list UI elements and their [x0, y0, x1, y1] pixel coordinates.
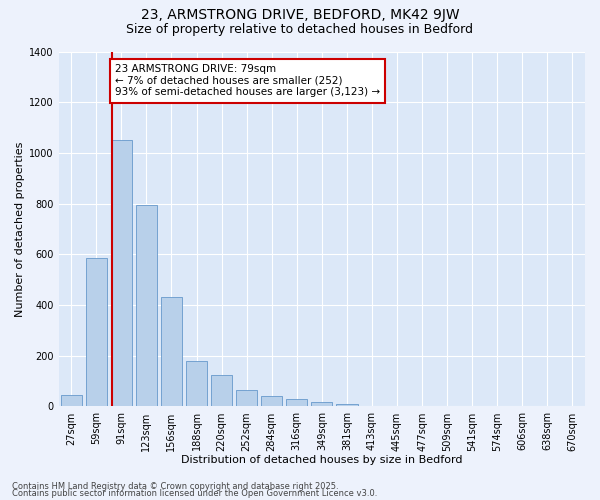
Text: Contains HM Land Registry data © Crown copyright and database right 2025.: Contains HM Land Registry data © Crown c…	[12, 482, 338, 491]
Bar	[211, 375, 232, 406]
Text: Size of property relative to detached houses in Bedford: Size of property relative to detached ho…	[127, 22, 473, 36]
Bar	[61, 395, 82, 406]
Bar	[86, 258, 107, 406]
Text: 23 ARMSTRONG DRIVE: 79sqm
← 7% of detached houses are smaller (252)
93% of semi-: 23 ARMSTRONG DRIVE: 79sqm ← 7% of detach…	[115, 64, 380, 98]
Bar	[136, 205, 157, 406]
Bar	[336, 404, 358, 406]
Text: Contains public sector information licensed under the Open Government Licence v3: Contains public sector information licen…	[12, 489, 377, 498]
Bar	[286, 400, 307, 406]
Bar	[161, 298, 182, 406]
Bar	[311, 402, 332, 406]
Bar	[236, 390, 257, 406]
Bar	[186, 361, 207, 406]
Bar	[261, 396, 283, 406]
X-axis label: Distribution of detached houses by size in Bedford: Distribution of detached houses by size …	[181, 455, 463, 465]
Text: 23, ARMSTRONG DRIVE, BEDFORD, MK42 9JW: 23, ARMSTRONG DRIVE, BEDFORD, MK42 9JW	[140, 8, 460, 22]
Y-axis label: Number of detached properties: Number of detached properties	[15, 142, 25, 316]
Bar	[110, 140, 132, 406]
